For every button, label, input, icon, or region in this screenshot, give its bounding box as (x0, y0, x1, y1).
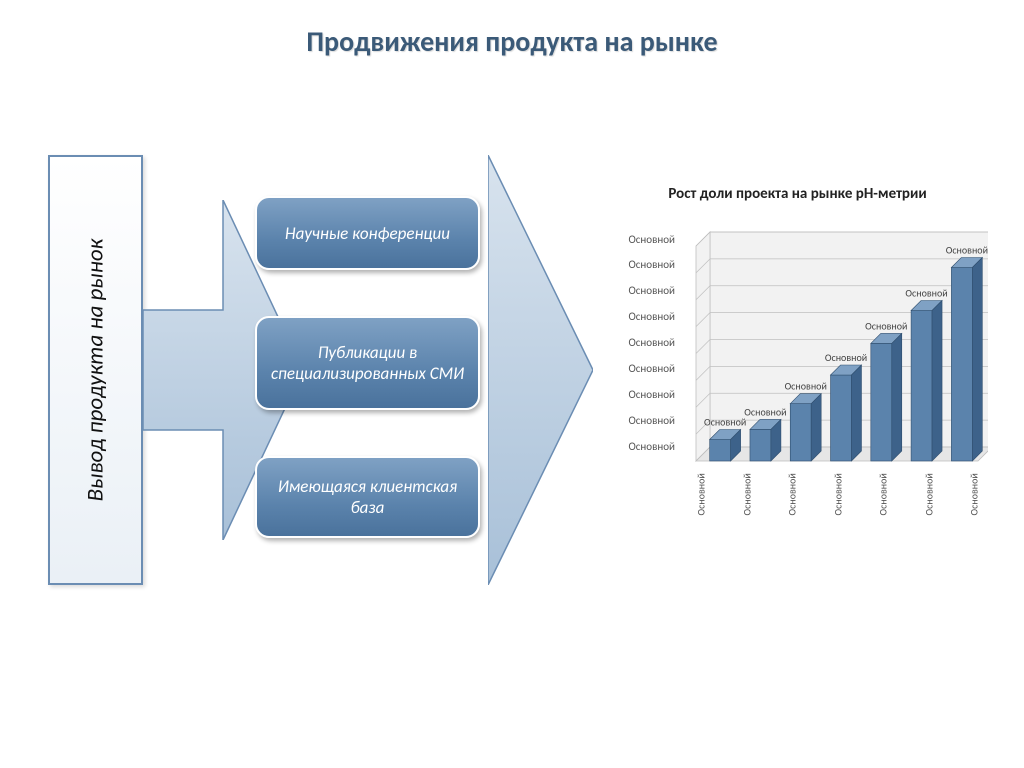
y-axis-label: Основной (600, 362, 675, 375)
chart-area: Рост доли проекта на рынке pH-метрии Осн… (600, 185, 995, 585)
x-axis-label: Основной (922, 503, 935, 515)
x-axis-label: Основной (786, 503, 799, 515)
x-axis-label: Основной (831, 503, 844, 515)
y-axis-label: Основной (600, 414, 675, 427)
chart-x-labels: ОсновнойОсновнойОсновнойОсновнойОсновной… (695, 475, 980, 488)
x-axis-label: Основной (968, 503, 981, 515)
mid-box-0: Научные конференции (255, 196, 480, 270)
x-axis-label: Основной (740, 503, 753, 515)
bar-value-label: Основной (825, 351, 867, 364)
arrow-middle-to-right (488, 155, 593, 585)
y-axis-label: Основной (600, 284, 675, 297)
mid-box-label-1: Публикации в специализированных СМИ (269, 342, 466, 384)
mid-box-label-2: Имеющаяся клиентская база (269, 476, 466, 518)
chart-title: Рост доли проекта на рынке pH-метрии (600, 185, 995, 205)
y-axis-label: Основной (600, 336, 675, 349)
bar-value-label: Основной (905, 286, 947, 299)
x-axis-label: Основной (877, 503, 890, 515)
bar-value-label: Основной (704, 415, 746, 428)
x-axis-label: Основной (695, 503, 708, 515)
mid-box-label-0: Научные конференции (285, 223, 450, 244)
y-axis-label: Основной (600, 233, 675, 246)
bar-value-label: Основной (865, 319, 907, 332)
chart-body: ОсновнойОсновнойОсновнойОсновнойОсновной… (600, 213, 995, 553)
y-axis-label: Основной (600, 310, 675, 323)
bar-value-label: Основной (946, 243, 988, 256)
slide-title: Продвижения продукта на рынке (0, 24, 1024, 59)
bar-value-label: Основной (744, 405, 786, 418)
chart-3d-plot: ОсновнойОсновнойОсновнойОсновнойОсновной… (678, 213, 988, 473)
mid-box-2: Имеющаяся клиентская база (255, 456, 480, 538)
left-vertical-box: Вывод продукта на рынок (48, 155, 143, 585)
y-axis-label: Основной (600, 388, 675, 401)
mid-box-1: Публикации в специализированных СМИ (255, 316, 480, 410)
bar-value-label: Основной (785, 379, 827, 392)
y-axis-label: Основной (600, 440, 675, 453)
left-box-label: Вывод продукта на рынок (82, 239, 110, 502)
y-axis-label: Основной (600, 258, 675, 271)
chart-y-labels: Основной Основной Основной Основной Основной… (600, 233, 675, 453)
